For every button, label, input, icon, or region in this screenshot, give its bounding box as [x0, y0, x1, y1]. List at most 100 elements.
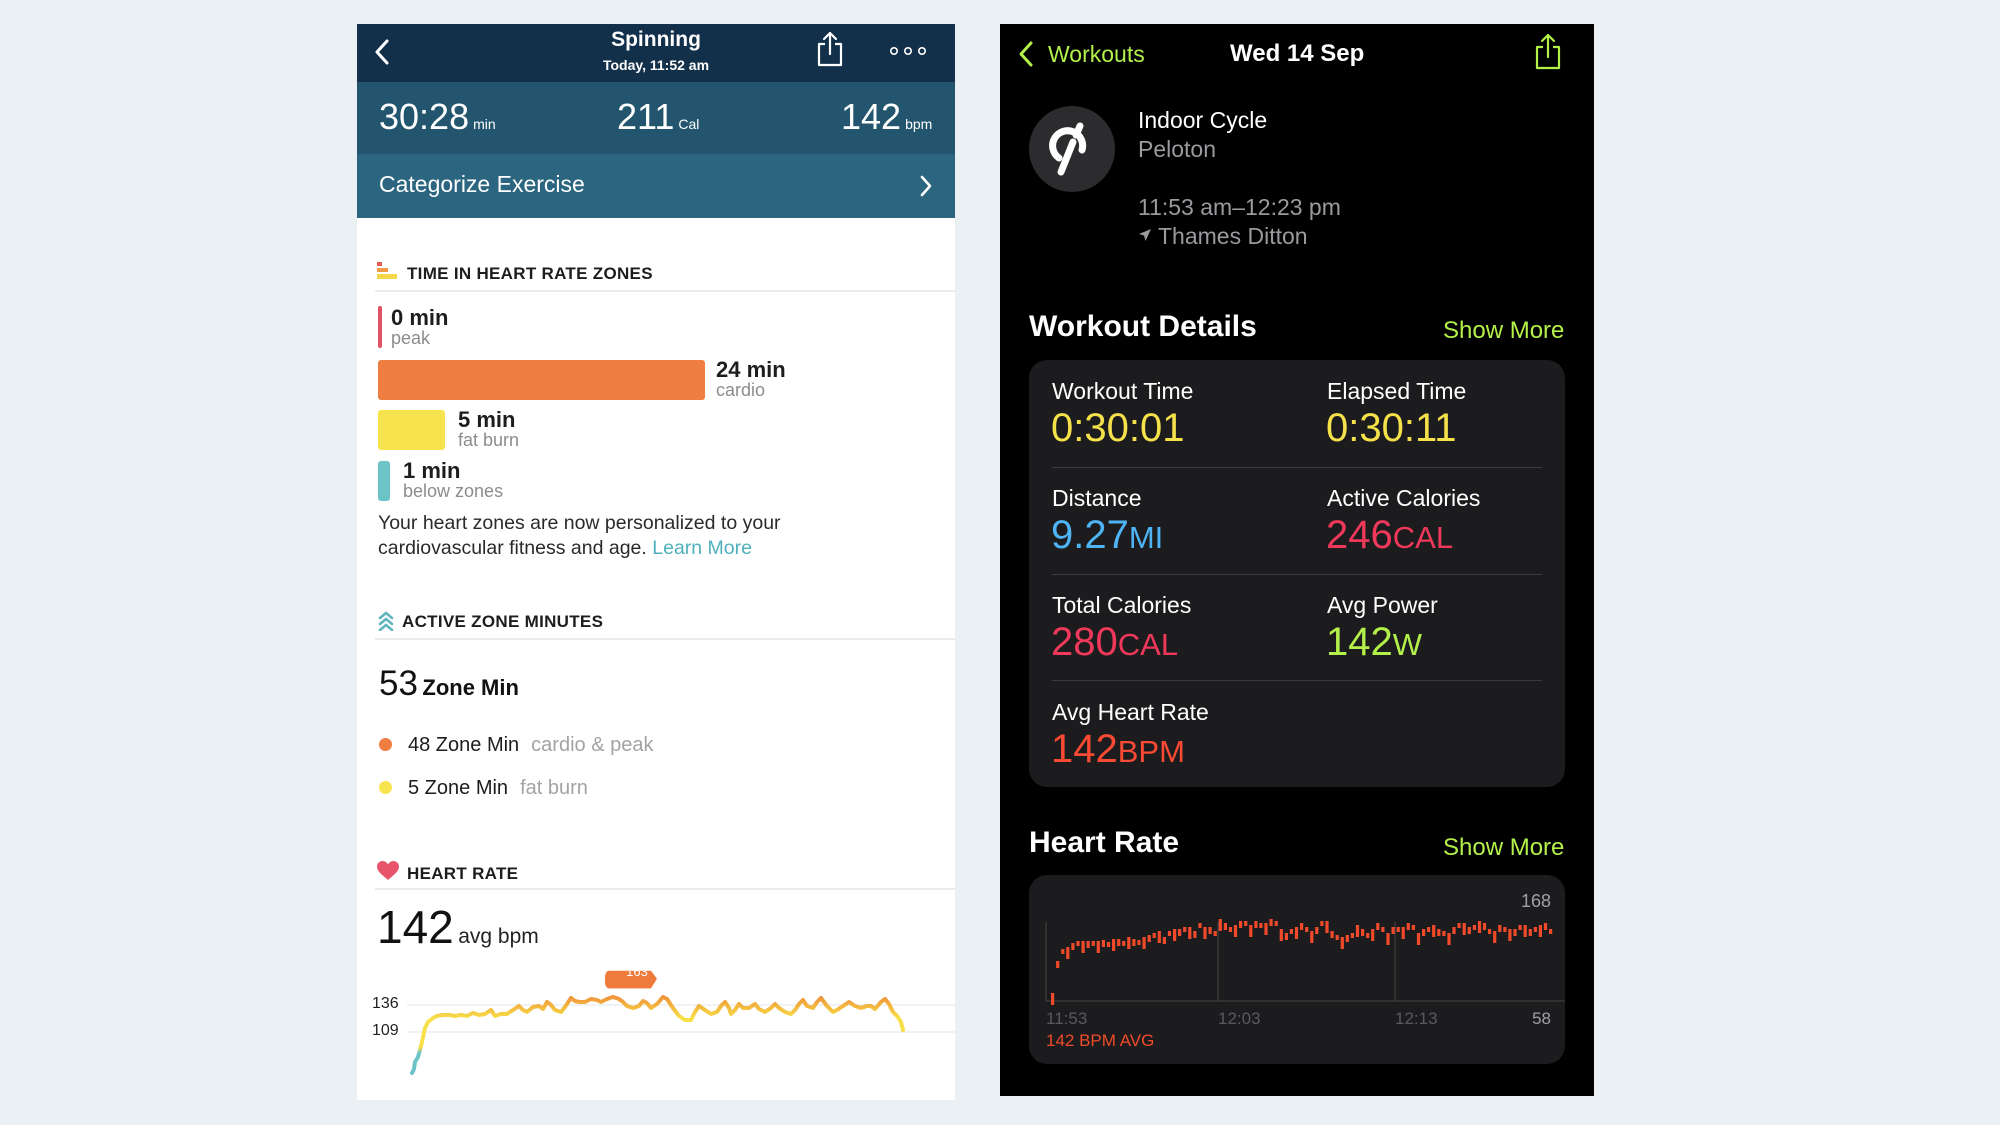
workouts-back-link[interactable]: Workouts	[1048, 41, 1145, 67]
metric-label: Total Calories	[1052, 592, 1192, 618]
metric-value: 142	[1326, 620, 1393, 664]
exercise-title: Spinning	[611, 28, 701, 51]
metric-label: Workout Time	[1052, 378, 1194, 404]
metric-unit: bpm	[1117, 734, 1185, 769]
azm-row-label: cardio & peak	[531, 734, 654, 756]
hr-range-bar	[1284, 933, 1288, 940]
hr-range-bar	[1381, 927, 1385, 932]
metric-unit: w	[1392, 627, 1423, 662]
hr-range-bar	[1477, 921, 1482, 933]
hr-range-bar	[1457, 923, 1461, 928]
workout-details-card: Workout Time 0:30:01 Elapsed Time 0:30:1…	[1029, 360, 1565, 787]
back-chevron-icon[interactable]	[1018, 40, 1034, 68]
share-icon[interactable]	[1533, 32, 1563, 72]
hr-range-bar	[1137, 940, 1141, 945]
hr-range-bar	[1294, 927, 1299, 939]
hr-range-bar	[1233, 925, 1238, 937]
hr-range-bar	[1091, 941, 1095, 946]
heart-rate-line-chart	[407, 970, 955, 1075]
hr-max-label: 168	[1520, 891, 1551, 911]
hr-range-bar	[1106, 942, 1111, 947]
fitbit-exercise-panel: Spinning Today, 11:52 am 30:28 min 211 Cal…	[357, 24, 955, 1100]
hr-range-bar	[1335, 935, 1339, 940]
zone-fat-burn-value: 5 min	[458, 407, 516, 432]
zone-cardio-value: 24 min	[716, 357, 786, 382]
hr-range-bar	[1147, 935, 1151, 942]
azm-total-unit: Zone Min	[422, 675, 519, 700]
hr-range-bar	[1488, 929, 1492, 934]
hr-range-bar	[1203, 927, 1207, 939]
hr-range-bar	[1376, 923, 1380, 930]
hr-range-bar	[1213, 931, 1217, 936]
categorize-exercise-row[interactable]: Categorize Exercise	[357, 154, 955, 218]
back-chevron-icon[interactable]	[373, 38, 391, 66]
hr-zones-heading: TIME IN HEART RATE ZONES	[407, 264, 653, 283]
hr-range-bar	[1396, 927, 1400, 932]
hr-range-bar	[1432, 925, 1436, 937]
yellow-dot-icon	[379, 781, 392, 794]
zone-bar-peak	[378, 306, 382, 348]
metric-unit: cal	[1392, 520, 1454, 555]
hr-range-bar	[1533, 927, 1537, 932]
hr-range-bar	[1467, 927, 1471, 934]
location-arrow-icon	[1139, 229, 1151, 241]
hr-range-bar	[1442, 931, 1446, 936]
heart-icon	[377, 861, 399, 880]
hr-range-bar	[1406, 923, 1410, 930]
hr-range-bar	[1320, 921, 1324, 926]
hr-range-bar	[1289, 929, 1293, 934]
learn-more-link[interactable]: Learn More	[652, 537, 752, 559]
details-show-more-link[interactable]: Show More	[1443, 317, 1565, 344]
azm-total: 53 Zone Min	[379, 664, 519, 704]
duration-unit: min	[473, 116, 496, 132]
hr-range-bar	[1300, 923, 1304, 930]
hr-range-bar	[1315, 927, 1319, 934]
metric-label: Distance	[1052, 485, 1142, 511]
heart-rate-avg-value: 142	[377, 901, 454, 953]
hr-range-bar	[1218, 919, 1222, 931]
azm-heading: ACTIVE ZONE MINUTES	[402, 612, 604, 631]
hr-range-bar	[1269, 919, 1273, 926]
hr-range-bar	[1183, 927, 1187, 932]
divider	[1052, 680, 1542, 681]
metric-value: 142	[1051, 727, 1118, 771]
hr-range-bar	[1198, 923, 1202, 928]
more-options-icon[interactable]	[889, 46, 927, 56]
hr-range-bar	[1543, 923, 1548, 930]
metric-value: 9.27	[1051, 513, 1129, 557]
y-tick-136: 136	[372, 995, 399, 1012]
hr-range-bar	[1101, 940, 1105, 947]
hr-range-bar	[1279, 929, 1283, 941]
y-tick-109: 109	[372, 1022, 399, 1039]
metric-workout-time: 0:30:01	[1051, 406, 1184, 451]
hr-range-bar	[1117, 939, 1121, 946]
hr-range-bar	[1071, 943, 1075, 950]
hr-range-bar	[1427, 927, 1431, 932]
hr-range-bar	[1437, 929, 1441, 936]
heart-rate-heading: HEART RATE	[407, 864, 519, 883]
active-zone-minutes-icon	[378, 611, 394, 631]
metric-elapsed-time: 0:30:11	[1326, 406, 1457, 451]
workout-source: Peloton	[1138, 136, 1217, 162]
zone-cardio-label: cardio	[716, 380, 766, 400]
hr-range-bar	[1472, 925, 1476, 930]
zone-peak-value: 0 min	[391, 305, 449, 330]
metric-avg-power: 142w	[1326, 620, 1422, 665]
metric-value: 246	[1326, 513, 1393, 557]
divider	[375, 638, 955, 640]
hr-range-bar	[1401, 927, 1405, 939]
workout-location: Thames Ditton	[1158, 223, 1308, 249]
heart-rate-heading: Heart Rate	[1029, 826, 1180, 859]
metric-value: 0:30:11	[1326, 406, 1457, 450]
share-icon[interactable]	[815, 30, 845, 68]
workout-details-heading: Workout Details	[1029, 310, 1257, 343]
hr-range-bar	[1061, 949, 1065, 954]
heart-rate-chart-card[interactable]: 168 11:53 12:03 12:13 58 142 BPM AVG	[1029, 875, 1565, 1064]
x-tick-1153: 11:53	[1046, 1009, 1088, 1028]
zones-bars-icon	[377, 262, 397, 279]
heart-rate-show-more-link[interactable]: Show More	[1443, 834, 1565, 861]
hr-range-bar	[1274, 921, 1278, 926]
apple-workout-panel: Workouts Wed 14 Sep Indoor Cycle Peloton…	[1000, 24, 1594, 1096]
hr-range-bar	[1447, 933, 1451, 945]
